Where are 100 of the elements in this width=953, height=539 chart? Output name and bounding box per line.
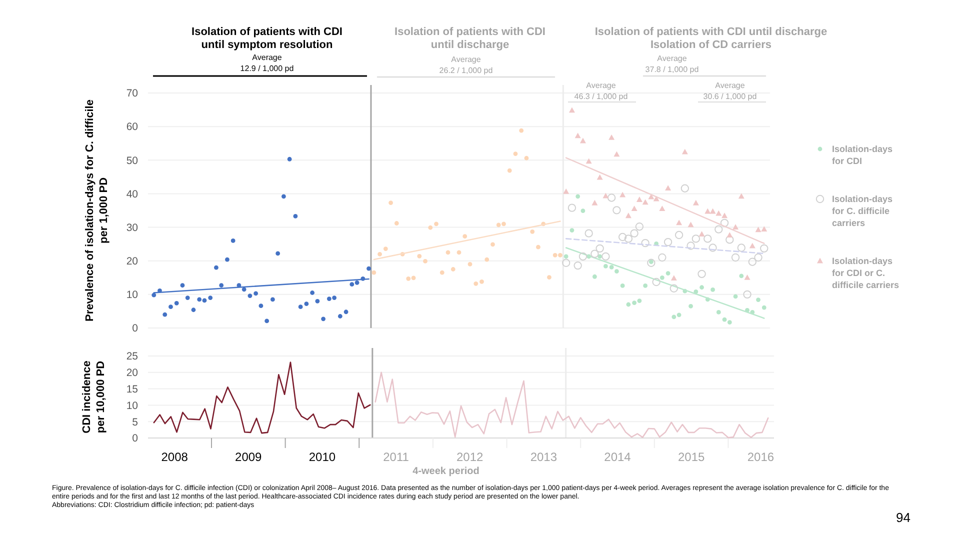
point <box>602 252 610 261</box>
point <box>731 253 740 262</box>
point <box>674 230 684 240</box>
point <box>580 138 586 144</box>
point <box>726 236 734 244</box>
point <box>524 156 529 160</box>
text: until symptom resolution <box>201 39 333 51</box>
point <box>637 298 642 304</box>
y-tick-label: 50 <box>126 154 138 167</box>
point <box>636 196 642 202</box>
point <box>676 220 682 226</box>
point <box>484 257 490 262</box>
point <box>496 222 501 228</box>
annotation: 30.6 / 1,000 pd <box>703 92 757 101</box>
point <box>755 226 762 232</box>
point <box>682 148 688 154</box>
point <box>680 184 690 192</box>
point <box>700 285 704 290</box>
text: 37.8 / 1,000 pd <box>645 65 699 74</box>
point <box>281 194 286 199</box>
point <box>219 283 224 288</box>
point <box>304 302 309 306</box>
point <box>372 270 376 275</box>
text: 26.2 / 1,000 pd <box>439 66 493 75</box>
point <box>468 262 472 266</box>
point <box>480 279 484 284</box>
point <box>530 229 535 234</box>
text: until discharge <box>430 39 510 51</box>
point <box>174 300 179 306</box>
point <box>214 265 218 270</box>
point <box>576 194 580 199</box>
y-tick-label: 25 <box>126 350 138 363</box>
point <box>242 287 246 292</box>
point <box>254 291 258 296</box>
point <box>761 226 768 232</box>
point <box>643 284 648 288</box>
x-tick-label: 2011 <box>383 450 410 464</box>
point <box>378 252 382 256</box>
y-tick-label: 0 <box>132 432 138 445</box>
point <box>287 156 292 162</box>
legend-label: Isolation-days for CDI <box>832 144 893 166</box>
point <box>708 244 717 252</box>
point <box>609 265 614 270</box>
y-tick-label: 5 <box>132 416 138 428</box>
point <box>739 274 744 278</box>
point <box>726 232 733 238</box>
point <box>592 200 598 206</box>
point <box>258 304 264 308</box>
point <box>332 296 337 300</box>
point <box>614 269 619 274</box>
point <box>716 210 722 216</box>
point <box>434 222 438 226</box>
point <box>321 316 326 322</box>
point <box>632 300 637 306</box>
point <box>456 250 462 255</box>
point <box>698 231 705 237</box>
point <box>344 310 348 314</box>
x-tick-label: 2012 <box>456 450 484 464</box>
point <box>354 280 360 285</box>
point <box>676 312 682 318</box>
point <box>590 250 599 258</box>
point <box>580 208 586 214</box>
x-tick-label: 2008 <box>161 450 188 464</box>
point <box>727 320 732 324</box>
point <box>665 185 672 191</box>
point <box>692 200 699 206</box>
text: Isolation of patients with CDI until discharge <box>594 26 828 38</box>
y-tick-label: 30 <box>126 222 138 234</box>
point <box>394 221 399 226</box>
y-tick-label: 10 <box>126 400 138 412</box>
point <box>450 267 456 272</box>
point <box>722 317 727 322</box>
point <box>406 276 411 281</box>
point <box>490 242 495 247</box>
point <box>264 318 270 324</box>
point <box>762 305 766 310</box>
point <box>584 229 593 238</box>
point <box>716 310 721 314</box>
point <box>338 314 342 318</box>
point <box>652 278 660 286</box>
point <box>642 199 648 205</box>
point <box>744 274 750 280</box>
point <box>293 214 298 218</box>
point <box>152 292 156 298</box>
point <box>670 275 677 281</box>
point <box>383 246 388 251</box>
point <box>704 208 711 214</box>
point <box>670 284 678 292</box>
point <box>596 174 603 180</box>
point <box>756 298 760 302</box>
point <box>688 222 694 228</box>
x-axis-title: 4-week period <box>412 466 480 477</box>
point <box>722 212 728 218</box>
text: Average <box>715 81 746 90</box>
text: 94 <box>896 510 910 525</box>
annotation: 46.3 / 1,000 pd <box>574 92 628 101</box>
point <box>208 296 213 300</box>
point <box>568 204 576 212</box>
point <box>733 294 738 299</box>
point <box>248 294 252 298</box>
